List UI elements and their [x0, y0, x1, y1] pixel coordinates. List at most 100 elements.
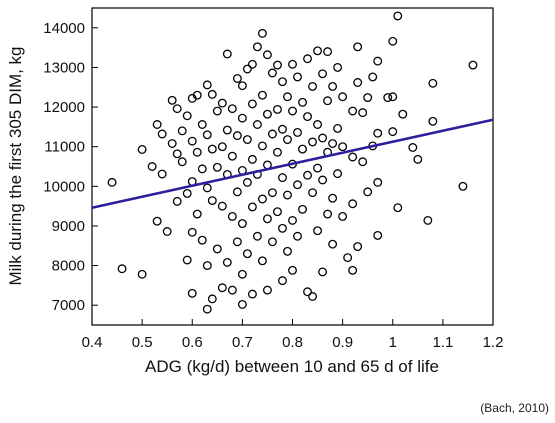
data-point [257, 141, 267, 151]
data-point [227, 285, 237, 295]
data-point [393, 11, 403, 21]
data-point [157, 169, 167, 179]
data-point [242, 177, 252, 187]
data-point [293, 180, 302, 190]
x-tick-label: 0.6 [182, 334, 203, 351]
data-point [373, 128, 383, 138]
data-point [273, 207, 282, 217]
data-point [298, 97, 307, 107]
data-point [298, 204, 307, 214]
data-point [353, 242, 363, 251]
data-point [167, 139, 177, 148]
data-point [242, 135, 252, 145]
data-point [202, 80, 212, 90]
data-point [348, 152, 358, 162]
x-tick-label: 0.7 [232, 334, 253, 351]
data-point [268, 237, 277, 247]
data-point [177, 126, 187, 136]
data-points [107, 11, 478, 314]
data-point [288, 215, 297, 225]
data-point [257, 90, 267, 100]
data-point [187, 136, 197, 146]
data-point [167, 95, 177, 105]
data-point [262, 285, 272, 295]
source-note: (Bach, 2010) [480, 401, 549, 415]
data-point [328, 139, 338, 148]
data-point [313, 163, 323, 173]
x-axis-label: ADG (kg/d) between 10 and 65 d of life [145, 357, 439, 376]
data-point [232, 187, 242, 197]
data-point [202, 304, 212, 314]
data-point [162, 227, 172, 236]
data-point [172, 196, 182, 206]
data-point [393, 203, 403, 213]
x-tick-label: 0.9 [332, 334, 353, 351]
data-point [207, 89, 217, 99]
data-point [428, 116, 438, 126]
data-point [358, 108, 368, 118]
data-point [257, 28, 267, 38]
data-point [232, 74, 242, 83]
y-tick-label: 11000 [44, 139, 85, 156]
data-point [247, 99, 257, 109]
data-point [373, 230, 383, 240]
data-point [217, 98, 227, 108]
data-point [288, 59, 297, 69]
trend-line [91, 118, 494, 209]
data-point [182, 255, 192, 265]
data-point [318, 267, 328, 277]
data-point [212, 162, 222, 172]
data-point [283, 190, 292, 200]
x-tick-label: 0.5 [132, 334, 153, 351]
data-point [197, 164, 207, 174]
y-tick-label: 12000 [43, 99, 85, 116]
data-point [273, 147, 282, 157]
y-tick-label: 8000 [52, 258, 85, 275]
data-point [373, 177, 383, 187]
data-point [308, 137, 317, 147]
data-point [222, 257, 232, 267]
data-point [288, 265, 297, 275]
data-point [303, 54, 312, 64]
y-tick-label: 13000 [43, 59, 85, 76]
data-point [278, 276, 287, 286]
data-point [413, 154, 423, 164]
data-point [197, 235, 207, 245]
data-point [323, 96, 333, 106]
data-point [217, 142, 227, 152]
data-point [313, 120, 323, 129]
data-point [202, 183, 212, 193]
data-point [247, 154, 257, 164]
data-point [207, 196, 217, 206]
data-point [353, 42, 363, 52]
data-point [257, 256, 267, 266]
data-point [237, 81, 247, 91]
data-point [172, 149, 182, 159]
data-point [137, 269, 147, 279]
data-point [237, 299, 247, 309]
y-axis-label: Milk during the first 305 DIM, kg [6, 46, 25, 285]
data-point [177, 157, 187, 167]
data-point [222, 125, 232, 135]
data-point [278, 173, 287, 183]
data-point [278, 223, 287, 233]
plot-frame [91, 7, 494, 326]
x-tick-label: 1.2 [483, 334, 504, 351]
data-point [152, 120, 162, 129]
y-tick-label: 7000 [52, 297, 85, 314]
data-point [333, 169, 343, 179]
data-point [358, 157, 368, 167]
data-point [262, 109, 272, 119]
data-point [318, 175, 328, 185]
data-point [333, 124, 343, 133]
data-point [353, 78, 363, 87]
data-point [137, 145, 147, 154]
data-point [293, 72, 302, 82]
data-point [273, 104, 282, 114]
data-point [333, 62, 343, 72]
data-point [308, 292, 317, 301]
data-point [373, 56, 383, 66]
data-point [247, 59, 257, 69]
data-point [227, 104, 237, 114]
x-tick-label: 1.1 [432, 334, 453, 351]
